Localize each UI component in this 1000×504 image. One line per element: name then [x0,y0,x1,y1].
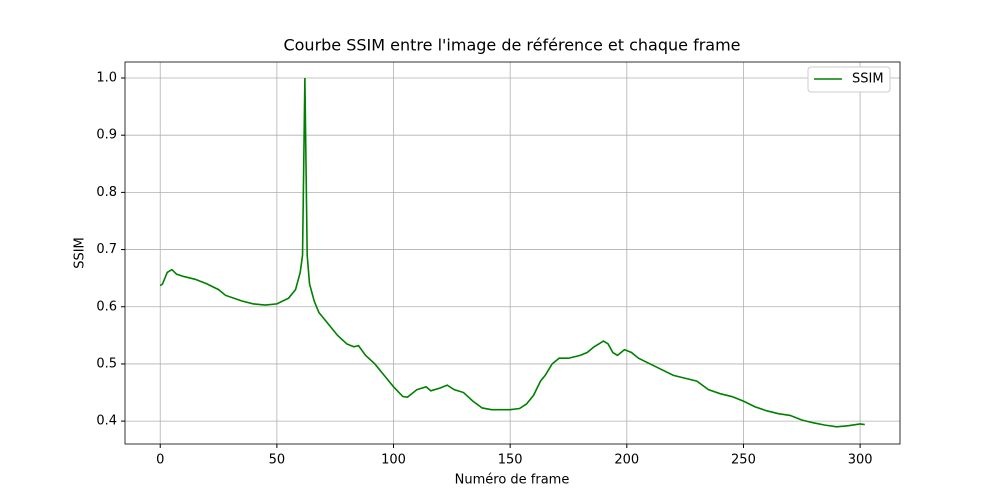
x-tick-label: 200 [614,453,639,468]
x-tick-label: 150 [498,453,523,468]
chart-title: Courbe SSIM entre l'image de référence e… [283,36,740,55]
y-tick-label: 0.4 [96,414,117,429]
y-axis-label: SSIM [73,237,88,269]
x-tick-label: 50 [269,453,286,468]
plot-frame [124,61,901,445]
legend-box [807,66,891,93]
y-tick-label: 0.8 [96,185,117,200]
x-axis-label: Numéro de frame [455,473,570,488]
legend-label: SSIM [852,72,884,87]
y-tick-label: 0.9 [96,128,117,143]
x-tick-label: 0 [156,453,164,468]
x-tick-label: 100 [381,453,406,468]
y-tick-label: 0.6 [96,299,117,314]
x-tick-label: 250 [731,453,756,468]
y-tick-label: 0.5 [96,356,117,371]
y-tick-label: 1.0 [96,71,117,86]
x-tick-label: 300 [848,453,873,468]
data-line [159,77,865,428]
y-tick-label: 0.7 [96,242,117,257]
